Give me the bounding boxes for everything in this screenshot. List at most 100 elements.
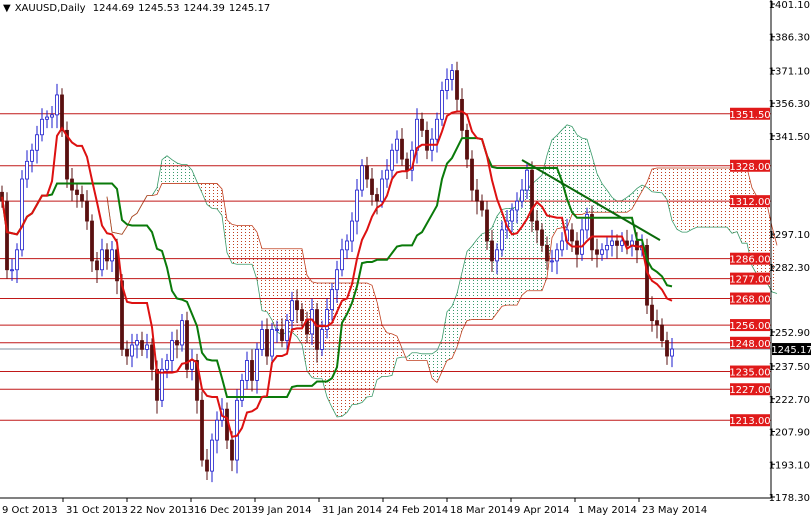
- ichimoku-cloud-segment: [692, 167, 697, 230]
- price-tick-label: 1401.10: [769, 0, 810, 11]
- ichimoku-cloud-segment: [352, 283, 357, 405]
- time-tick-label: 16 Dec 2013: [194, 505, 258, 516]
- level-label-bg: [730, 319, 770, 332]
- candle-body: [595, 249, 599, 255]
- candle-body: [530, 169, 534, 222]
- candle-body: [125, 349, 129, 357]
- ichimoku-cloud-segment: [212, 183, 217, 209]
- candle-body: [475, 189, 479, 202]
- candle-body: [665, 340, 669, 357]
- candle-body: [405, 158, 409, 171]
- chart-title: ▼ XAUUSD,Daily 1244.69 1245.53 1244.39 1245.…: [3, 3, 274, 14]
- ichimoku-cloud-segment: [182, 164, 187, 184]
- dropdown-triangle-icon[interactable]: ▼: [3, 3, 11, 14]
- level-label: 1248.00: [729, 339, 770, 350]
- ichimoku-cloud-segment: [242, 225, 247, 265]
- ichimoku-cloud-segment: [267, 248, 272, 321]
- candle-body: [345, 240, 349, 251]
- candle-body: [210, 439, 214, 472]
- time-tick-label: 22 Nov 2013: [130, 505, 194, 516]
- candle-body: [330, 289, 334, 310]
- open-value: 1244.69: [92, 3, 135, 14]
- candle-body: [185, 320, 189, 370]
- level-label: 1328.00: [729, 162, 770, 173]
- senkou-span-a-line: [106, 124, 778, 418]
- ichimoku-cloud-segment: [292, 248, 297, 337]
- candle-body: [145, 344, 149, 350]
- candle-body: [650, 304, 654, 322]
- candle-body: [555, 249, 559, 262]
- candle-body: [570, 229, 574, 242]
- level-label: 1268.00: [729, 295, 770, 306]
- candle-body: [480, 200, 484, 211]
- ichimoku-cloud-segment: [382, 325, 387, 377]
- ichimoku-cloud-segment: [357, 283, 362, 405]
- candle-body: [150, 344, 154, 370]
- high-value: 1245.53: [138, 3, 180, 14]
- level-label-bg: [730, 383, 770, 396]
- price-tick-label: 1386.30: [769, 33, 810, 44]
- candle-body: [290, 300, 294, 322]
- ichimoku-cloud-segment: [542, 155, 547, 291]
- ichimoku-cloud-segment: [257, 232, 262, 311]
- price-tick-label: 1207.90: [769, 428, 810, 439]
- kijun-sen-line: [1, 137, 673, 398]
- candle-body: [445, 79, 449, 91]
- candle-body: [545, 245, 549, 262]
- candle-body: [610, 240, 614, 246]
- candle-body: [285, 320, 289, 341]
- candle-body: [265, 329, 269, 357]
- ichimoku-cloud-segment: [762, 200, 767, 284]
- candle-body: [10, 269, 14, 272]
- tenkan-sen-line: [1, 110, 673, 438]
- ichimoku-cloud-segment: [652, 167, 657, 193]
- candle-body: [30, 149, 34, 162]
- candle-body: [235, 399, 239, 461]
- candle-body: [205, 459, 209, 472]
- candle-body: [500, 229, 504, 251]
- candle-body: [260, 329, 264, 350]
- ichimoku-cloud-segment: [207, 183, 212, 209]
- candle-body: [100, 249, 104, 271]
- candle-body: [385, 169, 389, 180]
- ichimoku-cloud-segment: [562, 124, 567, 228]
- candle-body: [200, 399, 204, 461]
- candle-body: [375, 194, 379, 202]
- candle-body: [560, 240, 564, 251]
- candle-body: [485, 209, 489, 242]
- ichimoku-cloud-segment: [377, 301, 382, 380]
- ichimoku-cloud-segment: [392, 333, 397, 376]
- ichimoku-cloud-segment: [167, 155, 172, 184]
- ichimoku-cloud-segment: [557, 129, 562, 229]
- candle-body: [660, 324, 664, 341]
- time-tick-label: 1 May 2014: [578, 505, 637, 516]
- candle-body: [490, 240, 494, 262]
- time-tick-label: 9 Jan 2014: [258, 505, 312, 516]
- candle-body: [95, 260, 99, 271]
- candle-body: [55, 94, 59, 116]
- candle-body: [90, 220, 94, 262]
- ichimoku-cloud-segment: [587, 139, 592, 213]
- ichimoku-cloud-segment: [222, 188, 227, 253]
- ichimoku-cloud-segment: [422, 353, 427, 361]
- price-tick-label: 1178.30: [769, 493, 810, 504]
- candle-body: [180, 320, 184, 346]
- ichimoku-cloud-segment: [677, 167, 682, 233]
- candle-body: [440, 90, 444, 120]
- ichimoku-cloud-segment: [237, 225, 242, 265]
- candle-body: [535, 220, 539, 231]
- price-tick-label: 1222.70: [769, 395, 810, 406]
- ichimoku-cloud-segment: [397, 336, 402, 359]
- level-label: 1235.00: [729, 368, 770, 379]
- candle-body: [20, 178, 24, 251]
- candle-body: [190, 360, 194, 370]
- time-tick-label: 31 Oct 2013: [66, 505, 128, 516]
- level-label-bg: [730, 365, 770, 378]
- ichimoku-cloud-segment: [617, 200, 622, 213]
- ichimoku-cloud-segment: [772, 226, 777, 294]
- candle-body: [15, 249, 19, 271]
- ichimoku-cloud-segment: [477, 233, 482, 320]
- ichimoku-cloud-segment: [627, 193, 632, 213]
- candle-body: [435, 118, 439, 140]
